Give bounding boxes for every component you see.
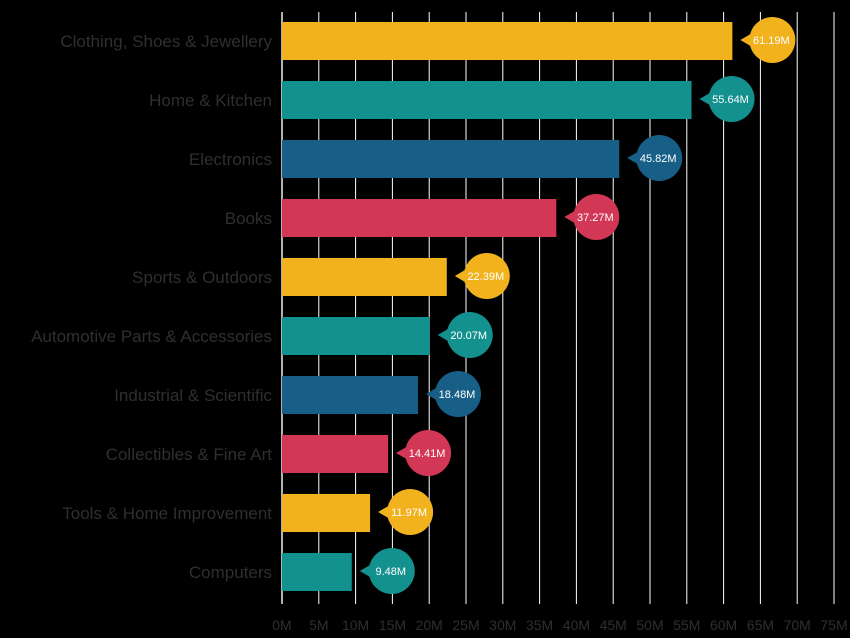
value-callout: 22.39M [454,253,510,299]
callout-pointer [396,446,409,460]
category-label: Automotive Parts & Accessories [31,327,272,346]
x-tick-label: 60M [710,617,737,633]
callout-bubble [573,194,620,240]
value-callout: 61.19M [740,17,796,63]
x-tick-label: 65M [747,617,774,633]
bar [282,199,557,237]
x-axis-tick-labels: 0M 5M 10M 15M 20M 25M 30M 35M 40M 45M 50M 55M 60M 65M… [272,617,847,633]
category-labels: Clothing, Shoes & Jewellery Home & Kitche… [31,32,272,582]
value-label: 45.82M [640,153,677,165]
value-callout: 55.64M [699,76,755,122]
bar [282,317,430,355]
bar [282,81,692,119]
category-label: Tools & Home Improvement [62,504,272,523]
value-callout: 37.27M [564,194,620,240]
value-callout: 45.82M [627,135,683,181]
callout-pointer [437,328,450,342]
callout-bubble [749,17,796,63]
category-label: Home & Kitchen [149,91,272,110]
value-label: 14.41M [409,448,446,460]
x-tick-label: 35M [526,617,553,633]
callout-pointer [740,33,753,47]
callout-bubble [435,371,482,417]
callout-bubble [446,312,493,358]
value-label: 22.39M [467,271,504,283]
bars [282,22,733,591]
value-callout: 20.07M [437,312,493,358]
value-label: 9.48M [375,566,406,578]
value-callout: 9.48M [359,548,415,594]
value-label: 61.19M [753,35,790,47]
x-tick-label: 45M [600,617,627,633]
x-tick-label: 25M [452,617,479,633]
callout-pointer [454,269,467,283]
x-tick-label: 55M [673,617,700,633]
bar [282,140,620,178]
category-label: Books [225,209,272,228]
x-tick-label: 15M [379,617,406,633]
category-label: Computers [189,563,272,582]
callout-pointer [627,151,640,165]
callout-pointer [426,387,439,401]
x-tick-label: 20M [416,617,443,633]
callout-bubble [387,489,434,535]
callout-pointer [378,505,391,519]
callout-bubble [708,76,755,122]
value-label: 55.64M [712,94,749,106]
x-tick-label: 70M [784,617,811,633]
value-label: 11.97M [391,507,427,519]
x-tick-label: 75M [820,617,847,633]
value-callout: 18.48M [426,371,482,417]
value-callout: 11.97M [378,489,434,535]
bar [282,22,733,60]
x-tick-label: 30M [489,617,516,633]
value-callout: 14.41M [396,430,452,476]
x-tick-label: 40M [563,617,590,633]
bar [282,553,352,591]
value-callouts: 61.19M 55.64M 45.82M 37.27M 22.39M 20.07M 18.4… [359,17,796,594]
bar [282,494,371,532]
callout-bubble [368,548,415,594]
value-label: 20.07M [450,330,487,342]
category-label: Clothing, Shoes & Jewellery [60,32,272,51]
callout-pointer [564,210,577,224]
category-label: Collectibles & Fine Art [106,445,273,464]
callout-pointer [359,564,372,578]
x-tick-label: 0M [272,617,291,633]
bar [282,258,447,296]
callout-bubble [463,253,510,299]
category-label: Electronics [189,150,272,169]
bar [282,376,419,414]
value-label: 18.48M [439,389,476,401]
x-tick-label: 50M [636,617,663,633]
callout-bubble [636,135,683,181]
callout-pointer [699,92,712,106]
callout-bubble [405,430,452,476]
category-label: Sports & Outdoors [132,268,272,287]
bar [282,435,389,473]
x-tick-label: 10M [342,617,369,633]
value-label: 37.27M [577,212,614,224]
category-label: Industrial & Scientific [114,386,272,405]
x-tick-label: 5M [309,617,328,633]
